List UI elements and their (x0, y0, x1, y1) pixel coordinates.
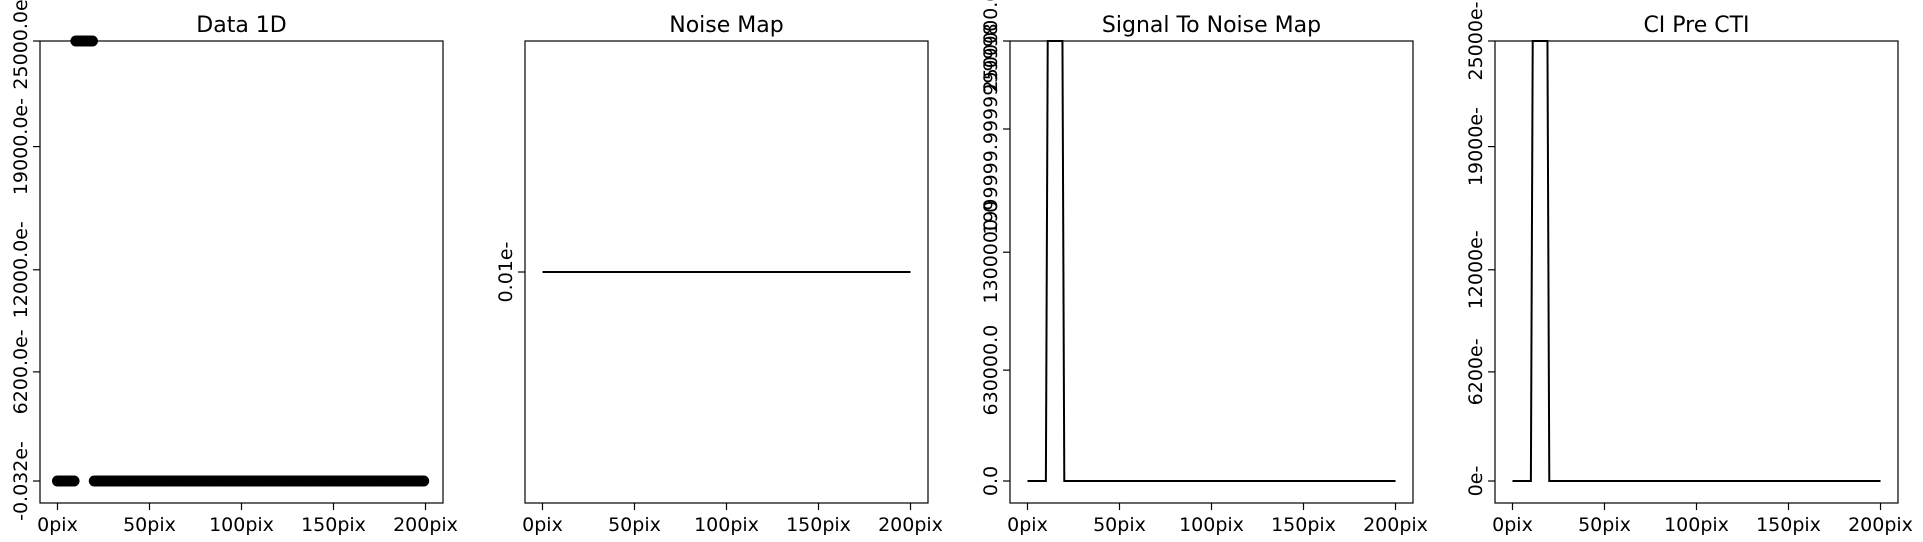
x-tick-label: 0pix (1492, 514, 1533, 536)
x-tick-label: 100pix (1664, 514, 1729, 536)
x-tick-label: 200pix (878, 514, 943, 536)
chart-title: Noise Map (669, 13, 783, 38)
x-tick-label: 0pix (522, 514, 563, 536)
x-tick-label: 100pix (209, 514, 274, 536)
data-point (418, 476, 429, 487)
y-tick-label: 0e- (1465, 466, 1487, 497)
x-tick-label: 150pix (301, 514, 366, 536)
panel-data-1d: Data 1D 0pix 50pix 100pix 150pix 200pix -0.032… (10, 0, 458, 536)
series-line (1027, 41, 1395, 481)
panel-ci-pre-cti: CI Pre CTI 0pix 50pix 100pix 150pix 200pix 0e-… (1465, 2, 1913, 537)
chart-title: CI Pre CTI (1643, 13, 1749, 38)
y-tick-label: -0.032e- (10, 441, 32, 521)
x-tick-label: 50pix (1093, 514, 1146, 536)
x-tick-label: 150pix (1756, 514, 1821, 536)
x-tick-label: 200pix (393, 514, 458, 536)
y-tick-label: 12000.0e- (10, 221, 32, 318)
x-tick-label: 0pix (37, 514, 78, 536)
x-tick-label: 150pix (786, 514, 851, 536)
axes-frame (1010, 41, 1413, 503)
y-tick-label: 25000.0e- (10, 0, 32, 90)
y-tick-label: 630000.0 (980, 325, 1002, 416)
x-tick-label: 50pix (1578, 514, 1631, 536)
chart-title: Data 1D (196, 13, 286, 38)
x-tick-label: 100pix (694, 514, 759, 536)
x-tick-label: 50pix (123, 514, 176, 536)
x-tick-label: 0pix (1007, 514, 1048, 536)
y-tick-label: 19000.0e- (10, 98, 32, 195)
x-tick-label: 100pix (1179, 514, 1244, 536)
x-tick-label: 200pix (1363, 514, 1428, 536)
x-tick-label: 200pix (1848, 514, 1913, 536)
axes-frame (1495, 41, 1898, 503)
x-tick-label: 150pix (1271, 514, 1336, 536)
series-line (1512, 41, 1880, 481)
y-tick-label: 19000e- (1465, 107, 1487, 186)
y-tick-label: 6200.0e- (10, 329, 32, 414)
chart-title: Signal To Noise Map (1102, 13, 1321, 38)
y-tick-label: 12000e- (1465, 230, 1487, 309)
y-tick-label: 25000e- (1465, 2, 1487, 81)
y-tick-label: 2500000.0 (980, 0, 1002, 92)
y-tick-label: 0.01e- (495, 242, 517, 303)
x-tick-label: 50pix (608, 514, 661, 536)
panel-noise-map: Noise Map 0pix 50pix 100pix 150pix 200pix 0.01… (495, 13, 943, 536)
panel-signal-to-noise-map: Signal To Noise Map 0pix 50pix 100pix 150pix… (980, 0, 1428, 536)
data-point (87, 36, 98, 47)
y-tick-label: 6200e- (1465, 338, 1487, 405)
axes-frame (40, 41, 443, 503)
y-tick-label: 0.0 (980, 466, 1002, 496)
data-point (69, 476, 80, 487)
